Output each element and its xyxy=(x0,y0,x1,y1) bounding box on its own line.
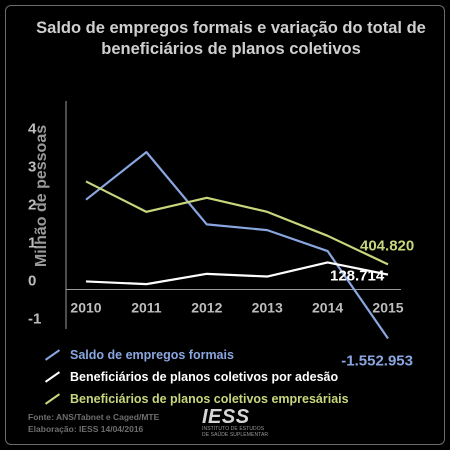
chart-plot: -1 0 1 2 3 4 2010 2011 2012 2013 2014 2015 404.820 12… xyxy=(28,101,414,370)
logo-subtitle: INSTITUTO DE ESTUDOS DE SAÚDE SUPLEMENTA… xyxy=(202,426,269,438)
y-tick-label: -1 xyxy=(28,311,41,328)
logo-wordmark: IESS xyxy=(202,406,250,428)
legend-swatch xyxy=(44,370,61,383)
data-label: -1.552.953 xyxy=(341,353,413,370)
x-tick-label: 2014 xyxy=(312,300,343,316)
y-tick-label: 3 xyxy=(28,158,36,175)
legend-label: Beneficiários de planos coletivos por ad… xyxy=(70,369,339,384)
legend-swatch xyxy=(44,392,61,405)
x-tick-label: 2010 xyxy=(70,300,101,316)
legend-item: Saldo de empregos formais xyxy=(44,344,349,365)
x-tick-label: 2011 xyxy=(131,300,162,316)
series-line xyxy=(85,180,389,266)
source-note: Fonte: ANS/Tabnet e Caged/MTE Elaboração… xyxy=(28,411,159,435)
chart-legend: Saldo de empregos formais Beneficiários d… xyxy=(44,344,349,410)
series-line xyxy=(85,151,389,340)
legend-swatch xyxy=(44,348,61,361)
credit-line: Elaboração: IESS 14/04/2016 xyxy=(28,424,144,434)
series-line xyxy=(85,261,389,286)
iess-logo: IESS INSTITUTO DE ESTUDOS DE SAÚDE SUPLE… xyxy=(202,407,268,438)
legend-item: Beneficiários de planos coletivos empres… xyxy=(44,388,349,409)
y-tick-label: 1 xyxy=(28,235,36,252)
y-tick-label: 0 xyxy=(28,273,36,290)
y-tick-label: 4 xyxy=(28,120,37,137)
source-line: Fonte: ANS/Tabnet e Caged/MTE xyxy=(28,412,160,422)
data-label: 404.820 xyxy=(360,237,414,254)
x-tick-label: 2012 xyxy=(191,300,222,316)
x-tick-label: 2013 xyxy=(252,300,283,316)
chart-title: Saldo de empregos formais e variação do … xyxy=(36,19,426,58)
legend-item: Beneficiários de planos coletivos por ad… xyxy=(44,366,349,387)
legend-label: Saldo de empregos formais xyxy=(70,347,234,362)
legend-label: Beneficiários de planos coletivos empres… xyxy=(70,391,349,406)
chart-frame: Saldo de empregos formais e variação do … xyxy=(5,5,445,445)
y-tick-label: 2 xyxy=(28,196,36,213)
data-label: 128.714 xyxy=(330,268,385,285)
x-tick-label: 2015 xyxy=(372,300,403,316)
